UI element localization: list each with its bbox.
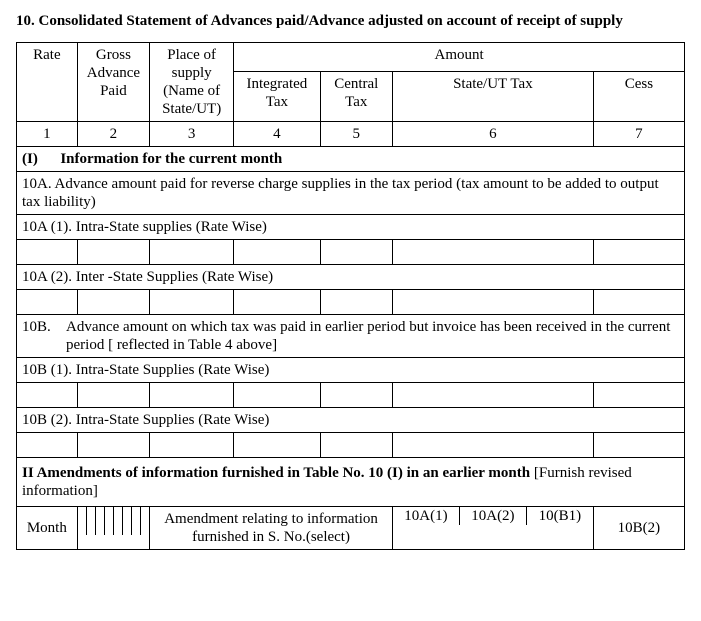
hdr-central: Central Tax (320, 71, 392, 121)
blank-cell (320, 432, 392, 457)
section-i-roman: (I) (22, 151, 38, 167)
blank-cell (320, 289, 392, 314)
row-10a1: 10A (1). Intra-State supplies (Rate Wise… (17, 214, 685, 239)
month-grid-cell (77, 506, 149, 549)
section-ii-bold: II Amendments of information furnished i… (22, 465, 530, 481)
blank-cell (17, 382, 78, 407)
coln-2: 2 (77, 121, 149, 146)
section-i-row: (I) Information for the current month (17, 146, 685, 171)
coln-7: 7 (593, 121, 684, 146)
blank-cell (77, 239, 149, 264)
month-subcell (78, 507, 87, 535)
blank-cell (320, 382, 392, 407)
coln-3: 3 (150, 121, 234, 146)
section-ii-row: II Amendments of information furnished i… (17, 457, 685, 506)
blank-cell (392, 239, 593, 264)
colnum-row: 1 2 3 4 5 6 7 (17, 121, 685, 146)
row-10a2-text: 10A (2). Inter -State Supplies (Rate Wis… (17, 264, 685, 289)
blank-cell (234, 239, 320, 264)
blank-cell (150, 239, 234, 264)
month-subcell (114, 507, 123, 535)
hdr-rate: Rate (17, 42, 78, 121)
section-i-title: Information for the current month (60, 151, 282, 167)
blank-cell (150, 382, 234, 407)
amend-10a2: 10A(2) (460, 507, 527, 525)
hdr-gross: Gross Advance Paid (77, 42, 149, 121)
hdr-cess: Cess (593, 71, 684, 121)
hdr-stateut: State/UT Tax (392, 71, 593, 121)
blank-cell (150, 289, 234, 314)
blank-row (17, 239, 685, 264)
row-10b-prefix: 10B. (22, 318, 66, 354)
row-10a-text: 10A. Advance amount paid for reverse cha… (17, 171, 685, 214)
coln-4: 4 (234, 121, 320, 146)
month-subcell (105, 507, 114, 535)
row-10b2: 10B (2). Intra-State Supplies (Rate Wise… (17, 407, 685, 432)
month-row: Month Amendment relating to information … (17, 506, 685, 549)
row-10b1-text: 10B (1). Intra-State Supplies (Rate Wise… (17, 357, 685, 382)
blank-cell (593, 239, 684, 264)
hdr-amount: Amount (234, 42, 685, 71)
amend-10b1: 10(B1) (527, 507, 593, 525)
month-subcell (87, 507, 96, 535)
coln-6: 6 (392, 121, 593, 146)
blank-cell (77, 382, 149, 407)
blank-row (17, 432, 685, 457)
month-label: Month (17, 506, 78, 549)
row-10b2-text: 10B (2). Intra-State Supplies (Rate Wise… (17, 407, 685, 432)
row-10b-cell: 10B. Advance amount on which tax was pai… (17, 314, 685, 357)
row-10b1: 10B (1). Intra-State Supplies (Rate Wise… (17, 357, 685, 382)
amend-10b2: 10B(2) (593, 506, 684, 549)
blank-row (17, 382, 685, 407)
coln-1: 1 (17, 121, 78, 146)
blank-cell (392, 289, 593, 314)
month-subcell (123, 507, 132, 535)
header-row-1: Rate Gross Advance Paid Place of supply … (17, 42, 685, 71)
blank-cell (593, 432, 684, 457)
blank-cell (320, 239, 392, 264)
blank-cell (234, 382, 320, 407)
row-10a: 10A. Advance amount paid for reverse cha… (17, 171, 685, 214)
blank-cell (234, 289, 320, 314)
row-10a1-text: 10A (1). Intra-State supplies (Rate Wise… (17, 214, 685, 239)
blank-cell (77, 432, 149, 457)
blank-cell (17, 289, 78, 314)
section-ii-cell: II Amendments of information furnished i… (17, 457, 685, 506)
section-title: 10. Consolidated Statement of Advances p… (16, 12, 685, 32)
month-subcell (132, 507, 141, 535)
blank-row (17, 289, 685, 314)
month-grid (78, 507, 149, 535)
hdr-integrated: Integrated Tax (234, 71, 320, 121)
blank-cell (234, 432, 320, 457)
blank-cell (392, 382, 593, 407)
blank-cell (593, 382, 684, 407)
hdr-place: Place of supply (Name of State/UT) (150, 42, 234, 121)
row-10b: 10B. Advance amount on which tax was pai… (17, 314, 685, 357)
amend-label: Amendment relating to information furnis… (150, 506, 393, 549)
advances-table: Rate Gross Advance Paid Place of supply … (16, 42, 685, 550)
coln-5: 5 (320, 121, 392, 146)
section-i-cell: (I) Information for the current month (17, 146, 685, 171)
blank-cell (593, 289, 684, 314)
row-10b-text: Advance amount on which tax was paid in … (66, 318, 679, 354)
blank-cell (392, 432, 593, 457)
blank-cell (77, 289, 149, 314)
month-subcell (141, 507, 149, 535)
blank-cell (150, 432, 234, 457)
amend-10a1: 10A(1) (393, 507, 460, 525)
row-10a2: 10A (2). Inter -State Supplies (Rate Wis… (17, 264, 685, 289)
amend-options-cell: 10A(1) 10A(2) 10(B1) (392, 506, 593, 549)
blank-cell (17, 239, 78, 264)
month-subcell (96, 507, 105, 535)
blank-cell (17, 432, 78, 457)
